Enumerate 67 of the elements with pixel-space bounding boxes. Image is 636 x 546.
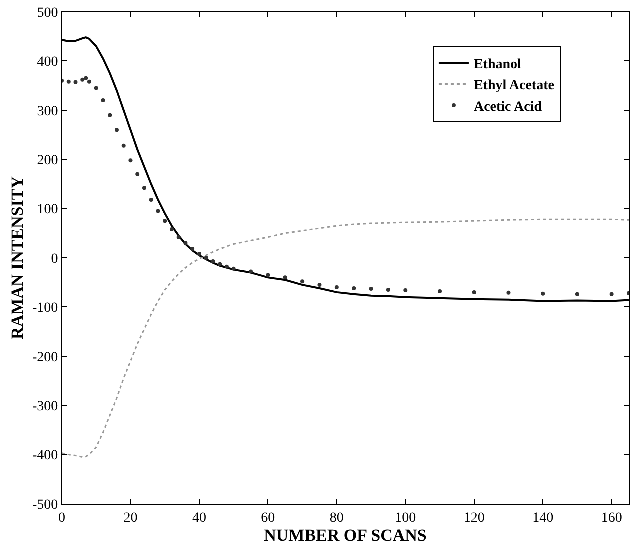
- legend-label: Ethanol: [474, 58, 522, 72]
- y-tick-label: 0: [51, 252, 58, 267]
- point: [318, 283, 322, 288]
- point: [149, 198, 154, 202]
- point: [283, 276, 288, 280]
- point: [438, 289, 442, 294]
- y-tick-label: -200: [32, 350, 58, 366]
- y-tick-label: -400: [32, 448, 58, 464]
- point: [472, 290, 476, 294]
- y-axis-title: RAMAN INTENSITY: [8, 176, 28, 340]
- point: [575, 292, 580, 296]
- point: [197, 252, 202, 256]
- point: [334, 286, 339, 290]
- point: [142, 186, 146, 190]
- point: [232, 266, 236, 271]
- point: [163, 219, 168, 224]
- point: [94, 86, 98, 90]
- point: [211, 259, 216, 264]
- point: [249, 270, 253, 274]
- y-tick-label: 300: [37, 104, 58, 120]
- point: [218, 262, 222, 266]
- legend-label: Ethyl Acetate: [474, 78, 554, 94]
- point: [176, 235, 181, 240]
- point: [84, 76, 88, 80]
- point: [369, 287, 374, 291]
- point: [66, 80, 71, 84]
- point: [170, 227, 174, 232]
- point: [122, 144, 126, 148]
- x-tick-label: 80: [330, 510, 344, 526]
- point: [541, 292, 546, 296]
- point: [386, 288, 390, 292]
- point: [80, 78, 85, 82]
- point: [87, 80, 92, 84]
- y-tick-label: 200: [37, 154, 58, 168]
- point: [266, 273, 270, 278]
- y-tick-label: -100: [32, 301, 58, 316]
- x-tick-label: 20: [124, 510, 138, 526]
- point: [204, 256, 208, 260]
- x-tick-label: 120: [464, 510, 485, 526]
- point: [300, 280, 305, 284]
- line-series: [62, 218, 629, 458]
- point: [128, 158, 133, 163]
- y-tick-label: 500: [37, 6, 58, 21]
- point: [610, 292, 614, 296]
- x-tick-label: 160: [601, 510, 622, 526]
- x-tick-label: 100: [395, 510, 416, 526]
- point: [108, 113, 112, 118]
- point: [506, 290, 511, 295]
- x-tick-label: 140: [532, 510, 554, 526]
- point: [190, 247, 195, 252]
- point: [352, 286, 356, 290]
- x-tick-label: 40: [192, 510, 206, 526]
- point: [184, 241, 188, 246]
- y-tick-label: 100: [37, 202, 58, 218]
- point: [101, 98, 106, 103]
- point: [114, 128, 119, 132]
- x-tick-label: 60: [261, 510, 276, 526]
- y-tick-label: 400: [37, 55, 58, 70]
- legend-label: Acetic Acid: [474, 100, 542, 115]
- point: [136, 172, 140, 176]
- point: [156, 209, 160, 214]
- x-axis-title: NUMBER OF SCANS: [264, 526, 427, 545]
- point: [74, 80, 78, 84]
- y-tick-label: -300: [32, 400, 58, 414]
- y-tick-label: -500: [32, 498, 58, 513]
- point: [224, 264, 229, 269]
- point: [404, 288, 408, 292]
